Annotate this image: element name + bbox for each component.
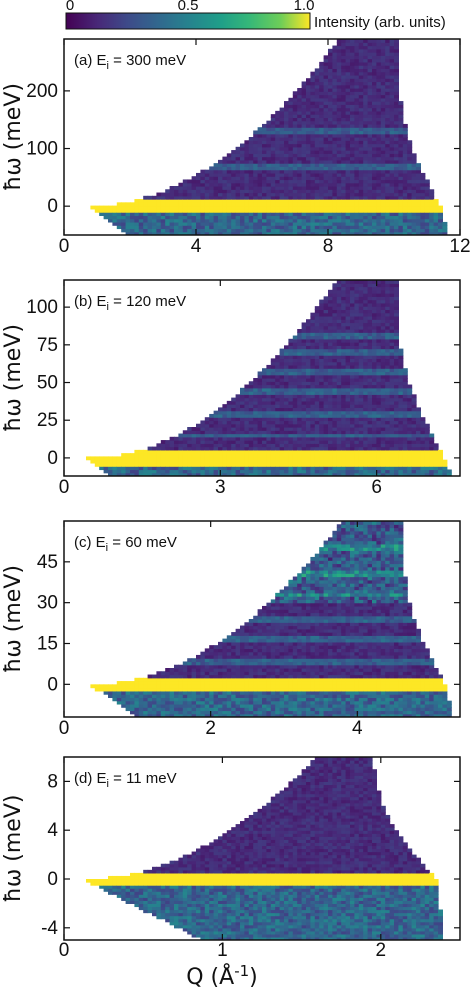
y-tick-label: 0 (47, 869, 58, 890)
y-tick-label: 45 (37, 552, 58, 573)
y-tick-label: 100 (26, 297, 58, 318)
colorbar-gradient (65, 12, 311, 30)
y-tick-label: 8 (47, 771, 58, 792)
y-tick-label: 0 (47, 674, 58, 695)
panel-a: 0 4 8 12 0 100 200 (a) Ei = 300 meV ħω (meV) (1, 38, 471, 257)
colorbar-tick-label: 1.0 (294, 0, 315, 14)
panel-annotation: (c) Ei = 60 meV (74, 534, 177, 554)
y-axis-label: ħω (meV) (1, 83, 26, 191)
y-tick-label: 200 (26, 81, 58, 102)
y-tick-label: 15 (37, 634, 58, 655)
panel-c: 0 2 4 0 15 30 45 (c) Ei = 60 meV ħω (meV) (1, 520, 461, 739)
x-tick-label: 4 (191, 236, 202, 257)
plot-frame (63, 520, 461, 718)
x-tick-label: 4 (352, 718, 363, 739)
colorbar-tick-label: 0.5 (178, 0, 199, 14)
heatmap (86, 280, 452, 476)
y-tick-label: 100 (26, 139, 58, 160)
x-tick-label: 12 (449, 236, 470, 257)
y-axis-label: ħω (meV) (1, 324, 26, 432)
y-tick-label: 50 (37, 373, 58, 394)
x-axis-label-sup: -1 (234, 962, 249, 980)
heatmap (90, 521, 452, 717)
y-axis-label: ħω (meV) (1, 795, 26, 903)
y-tick-label: 30 (37, 593, 58, 614)
x-axis-label-main: Q (Å (186, 963, 234, 990)
panel-annotation: (a) Ei = 300 meV (74, 52, 186, 72)
x-tick-label: 1 (217, 940, 228, 961)
y-tick-label: 25 (37, 410, 58, 431)
x-tick-label: 0 (59, 236, 70, 257)
colorbar: 0 0.5 1.0 Intensity (arb. units) (65, 0, 446, 31)
panel-b: 0 3 6 0 25 50 75 100 (b) Ei = 120 meV ħω (meV) (1, 279, 461, 498)
colorbar-title: Intensity (arb. units) (314, 14, 446, 31)
heatmap (90, 39, 448, 235)
plot-frame (63, 38, 461, 236)
y-axis-label: ħω (meV) (1, 565, 26, 673)
heatmap (86, 757, 443, 940)
y-tick-label: 75 (37, 335, 58, 356)
plot-frame (63, 279, 461, 477)
panel-annotation: (d) Ei = 11 meV (74, 770, 177, 790)
colorbar-tick-label: 0 (66, 0, 74, 14)
x-tick-label: 0 (59, 940, 70, 961)
y-tick-label: 0 (47, 196, 58, 217)
panel-annotation: (b) Ei = 120 meV (74, 293, 186, 313)
y-tick-label: -4 (41, 918, 58, 939)
x-tick-label: 8 (323, 236, 334, 257)
x-axis-label: Q (Å-1) (186, 962, 258, 990)
y-tick-label: 4 (47, 820, 58, 841)
x-tick-label: 2 (205, 718, 216, 739)
x-tick-label: 3 (215, 477, 226, 498)
x-axis-label-end: ) (249, 965, 258, 990)
x-tick-label: 2 (376, 940, 387, 961)
x-tick-label: 6 (371, 477, 382, 498)
y-tick-label: 0 (47, 448, 58, 469)
x-tick-label: 0 (59, 477, 70, 498)
x-tick-label: 0 (59, 718, 70, 739)
plot-frame (63, 756, 461, 941)
